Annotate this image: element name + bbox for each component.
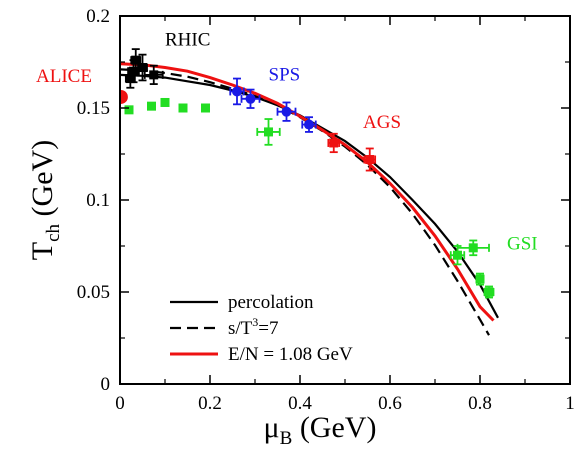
data-point-green-3 (178, 103, 188, 113)
data-point-green-1 (147, 101, 156, 111)
x-tick-label: 0.6 (378, 393, 402, 414)
plot-area (120, 48, 499, 336)
marker (138, 63, 147, 73)
marker (131, 55, 141, 65)
marker (468, 243, 478, 253)
marker (125, 74, 135, 84)
marker (232, 86, 242, 97)
marker (178, 103, 188, 113)
y-tick-label: 0.2 (86, 6, 110, 27)
marker (281, 106, 292, 117)
x-tick-label: 0.4 (288, 393, 312, 414)
ags-label: AGS (363, 112, 401, 133)
data-point-green-4 (201, 103, 210, 113)
x-axis-title: μB (GeV) (264, 411, 377, 449)
marker (365, 155, 375, 165)
marker (120, 89, 128, 104)
data-point-green-5 (256, 118, 281, 146)
data-point-green-0 (124, 105, 134, 115)
marker (484, 287, 494, 297)
legend-label: s/T3=7 (228, 315, 279, 339)
data-point-ags-0 (327, 132, 341, 154)
y-axis-title: Tch (GeV) (26, 140, 64, 260)
data-point-green-2 (160, 97, 170, 107)
y-tick-label: 0 (101, 374, 111, 395)
curve-red (120, 62, 495, 322)
data-point-sps-1 (240, 88, 261, 109)
data-point-rhic-2 (130, 48, 142, 73)
marker (329, 138, 339, 148)
data-point-alice-0 (120, 89, 128, 104)
y-tick-label: 0.15 (77, 98, 110, 119)
data-point-sps-0 (229, 77, 245, 106)
marker (475, 274, 485, 284)
marker (147, 101, 156, 111)
y-tick-label: 0.05 (77, 282, 110, 303)
rhic-label: RHIC (165, 29, 210, 50)
x-tick-label: 0.8 (468, 393, 492, 414)
legend-label: E/N = 1.08 GeV (228, 344, 353, 365)
marker (149, 70, 159, 80)
alice-label: ALICE (36, 66, 92, 87)
marker (264, 127, 273, 137)
marker (160, 97, 170, 107)
legend-label: percolation (228, 292, 314, 313)
data-point-sps-3 (301, 116, 317, 133)
marker (453, 250, 462, 260)
axis-titles: μB (GeV) Tch (GeV) (26, 140, 376, 449)
curve-dashed (120, 68, 490, 336)
x-tick-label: 1 (565, 393, 575, 414)
data-point-sps-2 (276, 101, 297, 122)
data-point-rhic-4 (143, 64, 164, 85)
data-point-green-9 (483, 285, 495, 299)
marker (245, 93, 256, 104)
data-point-rhic-3 (137, 53, 148, 82)
gsi-label: GSI (507, 234, 538, 255)
sps-label: SPS (269, 64, 301, 85)
marker (201, 103, 210, 113)
data-point-green-8 (475, 272, 485, 286)
annotations: RHIC ALICE SPS AGS GSI (36, 29, 538, 254)
y-tick-label: 0.1 (86, 190, 110, 211)
marker (304, 119, 314, 130)
x-tick-label: 0.2 (198, 393, 222, 414)
marker (124, 105, 134, 115)
x-tick-label: 0 (115, 393, 125, 414)
data-point-green-7 (456, 239, 490, 257)
curve-solid (120, 73, 499, 319)
data-point-ags-1 (363, 147, 377, 172)
axes: 0 0.2 0.4 0.6 0.8 1 0 0.05 0.1 0.15 0.2 (77, 6, 575, 414)
